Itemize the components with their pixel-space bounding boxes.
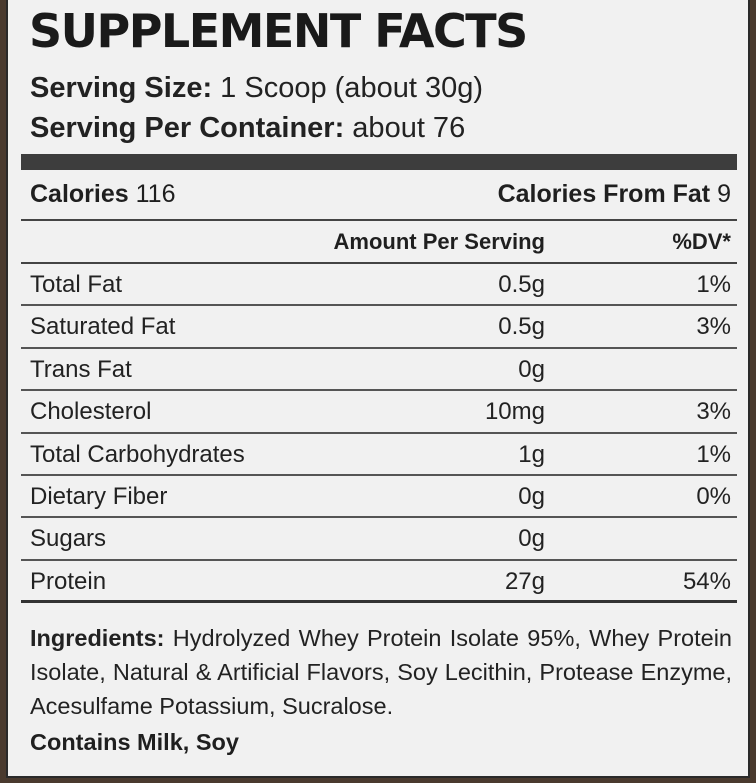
ingredients-text: Hydrolyzed Whey Protein Isolate 95%, Whe… <box>30 625 732 719</box>
nutrient-table: Total Fat 0.5g 1% Saturated Fat 0.5g 3% … <box>21 264 737 604</box>
daily-value-header: %DV* <box>672 229 731 254</box>
nutrient-amount: 0g <box>518 482 545 510</box>
nutrient-amount: 0g <box>518 525 545 553</box>
nutrient-dv: 54% <box>682 567 731 595</box>
serving-size: Serving Size: 1 Scoop (about 30g) <box>30 74 483 103</box>
nutrient-name: Total Fat <box>30 271 123 298</box>
serving-size-label: Serving Size: <box>30 72 213 104</box>
thick-divider-bar <box>21 154 737 170</box>
ingredients-label: Ingredients: <box>30 625 165 651</box>
nutrient-name: Trans Fat <box>30 355 132 383</box>
servings-per-container-value: about 76 <box>344 112 466 144</box>
nutrient-amount: 0g <box>518 355 545 383</box>
nutrient-dv: 1% <box>696 271 731 298</box>
nutrient-amount: 27g <box>504 567 545 595</box>
servings-per-container-label: Serving Per Container: <box>30 112 345 144</box>
ingredients-paragraph: Ingredients: Hydrolyzed Whey Protein Iso… <box>30 621 732 723</box>
label-title: SUPPLEMENT FACTS <box>29 4 528 58</box>
nutrient-dv: 1% <box>696 440 731 468</box>
calories-from-fat: Calories From Fat 9 <box>498 182 731 207</box>
table-header-row: Amount Per Serving %DV* <box>21 221 737 264</box>
servings-per-container: Serving Per Container: about 76 <box>30 114 465 143</box>
nutrient-amount: 1g <box>518 440 545 468</box>
calories-value: 116 <box>128 180 176 208</box>
table-row: Protein 27g 54% <box>21 561 737 604</box>
allergen-statement: Contains Milk, Soy <box>30 729 239 755</box>
nutrient-dv: 3% <box>696 398 731 426</box>
nutrient-name: Protein <box>30 567 107 595</box>
nutrient-name: Total Carbohydrates <box>30 440 245 468</box>
table-row: Sugars 0g <box>21 518 737 561</box>
nutrient-amount: 0.5g <box>498 313 545 341</box>
calories-label: Calories <box>30 180 129 208</box>
table-row: Total Fat 0.5g 1% <box>21 264 737 307</box>
calories: Calories 116 <box>30 182 175 207</box>
nutrient-dv: 3% <box>696 313 731 341</box>
calories-from-fat-label: Calories From Fat <box>497 180 711 208</box>
table-row: Total Carbohydrates 1g 1% <box>21 434 737 476</box>
supplement-facts-label: SUPPLEMENT FACTS Serving Size: 1 Scoop (… <box>6 0 750 778</box>
table-row: Saturated Fat 0.5g 3% <box>21 306 737 349</box>
nutrient-name: Saturated Fat <box>30 313 176 341</box>
table-row: Dietary Fiber 0g 0% <box>21 476 737 519</box>
calories-from-fat-value: 9 <box>710 180 731 208</box>
nutrient-name: Dietary Fiber <box>30 482 168 510</box>
table-row: Cholesterol 10mg 3% <box>21 391 737 434</box>
nutrient-name: Cholesterol <box>30 398 152 426</box>
nutrient-amount: 0.5g <box>498 271 545 298</box>
nutrient-dv: 0% <box>696 482 731 510</box>
calories-row: Calories 116 Calories From Fat 9 <box>21 170 737 221</box>
nutrient-amount: 10mg <box>484 398 545 426</box>
amount-per-serving-header: Amount Per Serving <box>333 229 545 254</box>
nutrient-name: Sugars <box>30 525 107 553</box>
serving-size-value: 1 Scoop (about 30g) <box>212 72 483 104</box>
table-row: Trans Fat 0g <box>21 349 737 392</box>
